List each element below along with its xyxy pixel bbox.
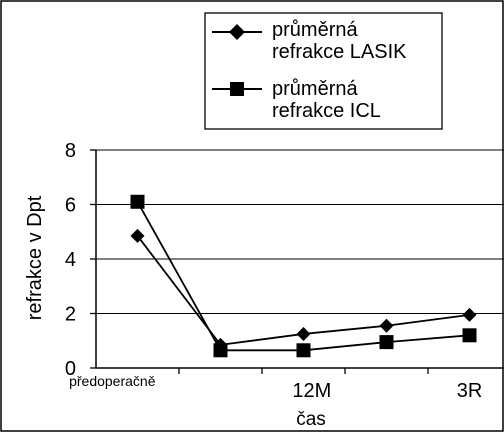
legend-marker-icl xyxy=(230,82,244,96)
x-tick-label-2: 3R xyxy=(457,380,483,402)
x-tick-label-0: předoperačně xyxy=(69,373,156,389)
series-1-point-0 xyxy=(130,194,145,209)
series-0-point-3 xyxy=(379,318,394,333)
axes xyxy=(90,149,504,374)
y-tick-label-0: 0 xyxy=(65,358,76,380)
series-layer xyxy=(130,194,477,358)
gridlines xyxy=(96,149,504,314)
x-tick-label-1: 12M xyxy=(292,380,331,402)
series-1-point-1 xyxy=(213,343,228,358)
x-tick-labels: předoperačně 12M 3R xyxy=(69,373,482,402)
x-axis-label: čas xyxy=(296,409,326,430)
legend-label-lasik-line2: refrakce LASIK xyxy=(272,41,407,63)
y-axis-label: refrakce v Dpt xyxy=(24,195,46,320)
series-1-point-3 xyxy=(379,335,394,350)
y-tick-label-6: 6 xyxy=(65,195,76,217)
series-0-point-2 xyxy=(296,326,311,341)
legend-label-lasik-line1: průměrná xyxy=(272,19,358,41)
y-tick-label-2: 2 xyxy=(65,304,76,326)
y-tick-label-8: 8 xyxy=(65,140,76,162)
series-0-point-0 xyxy=(130,228,145,243)
legend: průměrná refrakce LASIK průměrná refrakc… xyxy=(204,12,443,130)
legend-label-icl-line1: průměrná xyxy=(272,78,358,100)
y-tick-labels: 0 2 4 6 8 xyxy=(65,140,76,380)
series-0-point-4 xyxy=(462,307,477,322)
series-1-point-4 xyxy=(462,328,477,343)
series-1-point-2 xyxy=(296,343,311,358)
legend-marker-lasik xyxy=(229,24,245,40)
y-tick-label-4: 4 xyxy=(65,249,76,271)
legend-label-icl-line2: refrakce ICL xyxy=(272,100,381,122)
